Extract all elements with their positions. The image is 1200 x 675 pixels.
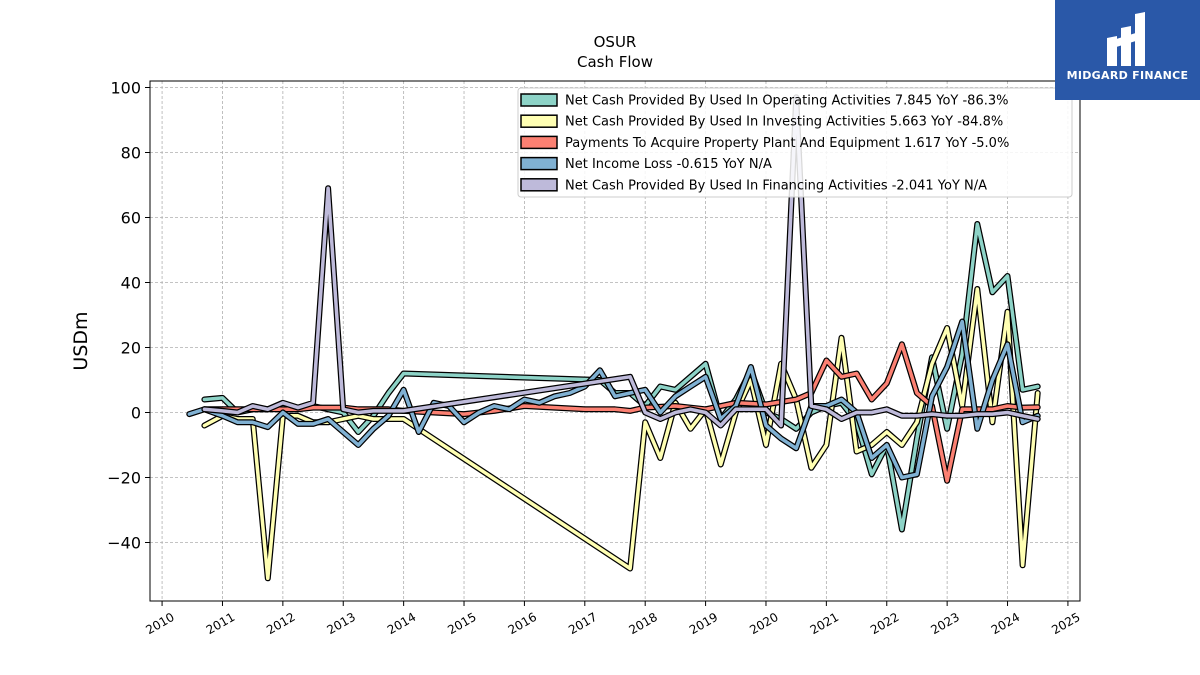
x-tick-label: 2020 bbox=[747, 610, 780, 637]
x-tick-label: 2023 bbox=[928, 610, 961, 637]
legend-swatch bbox=[520, 114, 558, 128]
x-tick-label: 2015 bbox=[445, 610, 478, 637]
logo-text: MIDGARD FINANCE bbox=[1066, 69, 1189, 82]
series-outline bbox=[201, 286, 1041, 582]
y-axis: −40 −20 0 20 40 60 80 100 bbox=[107, 79, 150, 553]
legend-label: Payments To Acquire Property Plant And E… bbox=[565, 136, 1009, 151]
x-tick-label: 2014 bbox=[385, 610, 418, 637]
legend-swatch bbox=[520, 135, 558, 150]
x-axis: 2010 2011 2012 2013 2014 2015 2016 2017 2018 2019… bbox=[143, 601, 1083, 637]
y-tick-label: −40 bbox=[107, 534, 141, 553]
y-tick-label: 80 bbox=[121, 144, 141, 163]
y-tick-label: 0 bbox=[131, 404, 141, 423]
x-tick-label: 2018 bbox=[626, 610, 659, 637]
x-tick-label: 2017 bbox=[566, 610, 599, 637]
legend-swatch bbox=[520, 93, 558, 107]
series-5 bbox=[201, 94, 1041, 429]
midgard-finance-logo: MIDGARD FINANCE bbox=[1055, 0, 1200, 100]
x-tick-label: 2019 bbox=[687, 610, 720, 637]
series-2 bbox=[201, 286, 1041, 582]
y-tick-label: −20 bbox=[107, 469, 141, 488]
x-tick-label: 2011 bbox=[204, 610, 237, 637]
chart-title: OSUR bbox=[594, 33, 637, 51]
x-tick-label: 2016 bbox=[506, 610, 539, 637]
x-tick-label: 2022 bbox=[868, 610, 901, 637]
y-tick-label: 100 bbox=[110, 79, 141, 98]
x-tick-label: 2013 bbox=[325, 610, 358, 637]
x-tick-label: 2012 bbox=[264, 610, 297, 637]
y-axis-label: USDm bbox=[70, 311, 92, 370]
series-4 bbox=[186, 318, 1041, 481]
series-line bbox=[202, 95, 1040, 428]
x-tick-label: 2010 bbox=[143, 610, 176, 637]
legend-swatch bbox=[520, 178, 558, 192]
legend: Net Cash Provided By Used In Operating A… bbox=[517, 87, 1073, 198]
legend-swatch bbox=[520, 156, 558, 171]
legend-label: Net Cash Provided By Used In Operating A… bbox=[565, 94, 1008, 109]
series-layer bbox=[186, 94, 1041, 582]
x-tick-label: 2021 bbox=[808, 610, 841, 637]
plot-frame bbox=[149, 80, 1081, 602]
chart-subtitle: Cash Flow bbox=[577, 53, 653, 71]
x-tick-label: 2025 bbox=[1049, 610, 1082, 637]
legend-label: Net Cash Provided By Used In Investing A… bbox=[565, 115, 1003, 130]
series-line bbox=[187, 319, 1040, 480]
legend-label: Net Income Loss -0.615 YoY N/A bbox=[565, 157, 772, 172]
y-tick-label: 60 bbox=[121, 209, 141, 228]
y-tick-label: 40 bbox=[121, 274, 141, 293]
legend-label: Net Cash Provided By Used In Financing A… bbox=[565, 178, 987, 193]
x-tick-label: 2024 bbox=[989, 610, 1022, 637]
legend-box bbox=[517, 87, 1073, 198]
y-tick-label: 20 bbox=[121, 339, 141, 358]
logo-mark-icon bbox=[1107, 12, 1145, 66]
